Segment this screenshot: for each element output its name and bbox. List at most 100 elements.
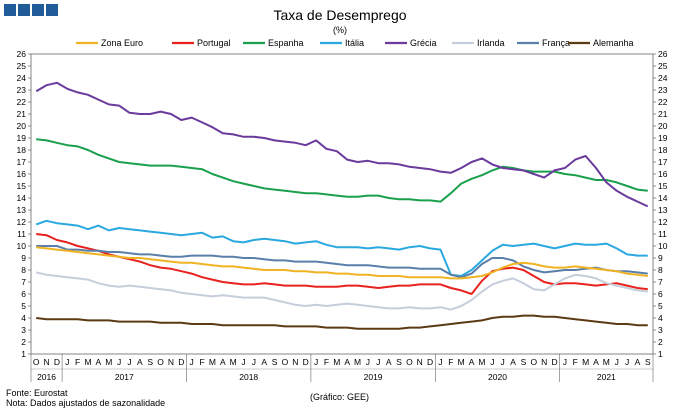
x-month-label: A <box>220 357 226 367</box>
series-line-alemanha <box>36 314 648 330</box>
x-month-label: O <box>530 357 537 367</box>
legend-label: Irlanda <box>477 38 505 48</box>
x-month-label: F <box>448 357 453 367</box>
x-month-label: O <box>33 357 40 367</box>
footer-note: Nota: Dados ajustados de sazonalidade <box>6 398 166 408</box>
x-year-label: 2019 <box>364 372 383 382</box>
x-month-label: M <box>105 357 112 367</box>
x-month-label: O <box>282 357 289 367</box>
footer-source: Fonte: Eurostat <box>6 388 68 398</box>
x-month-label: J <box>190 357 194 367</box>
series-line-italia <box>35 219 648 277</box>
x-month-label: A <box>137 357 143 367</box>
y-tick-label: 16 <box>658 169 668 179</box>
x-month-label: J <box>625 357 629 367</box>
y-tick-label: 25 <box>658 61 668 71</box>
chart-unit: (%) <box>333 25 347 35</box>
x-month-label: M <box>603 357 610 367</box>
y-tick-label: 23 <box>17 85 27 95</box>
series-line-franca <box>36 245 648 279</box>
series-line-espanha <box>36 138 648 203</box>
x-year-label: 2017 <box>115 372 134 382</box>
y-tick-label: 2 <box>658 337 663 347</box>
series-line-irlanda <box>35 271 648 311</box>
y-tick-label: 21 <box>658 109 668 119</box>
x-month-label: D <box>551 357 557 367</box>
x-month-label: A <box>96 357 102 367</box>
x-month-label: N <box>541 357 547 367</box>
x-month-label: J <box>65 357 69 367</box>
x-month-label: J <box>127 357 131 367</box>
x-month-label: D <box>54 357 60 367</box>
x-month-label: J <box>366 357 370 367</box>
x-month-label: S <box>147 357 153 367</box>
y-tick-label: 7 <box>21 277 26 287</box>
x-month-label: J <box>438 357 442 367</box>
y-tick-label: 6 <box>21 289 26 299</box>
x-month-label: M <box>84 357 91 367</box>
y-tick-label: 3 <box>21 325 26 335</box>
legend-label: Zona Euro <box>101 38 143 48</box>
x-month-label: D <box>178 357 184 367</box>
y-tick-label: 4 <box>21 313 26 323</box>
legend-label: Itália <box>345 38 364 48</box>
y-tick-label: 9 <box>658 253 663 263</box>
legend-label: Portugal <box>197 38 231 48</box>
x-month-label: J <box>501 357 505 367</box>
x-month-label: M <box>582 357 589 367</box>
y-tick-label: 22 <box>658 97 668 107</box>
x-month-label: N <box>292 357 298 367</box>
x-month-label: D <box>303 357 309 367</box>
x-month-label: J <box>376 357 380 367</box>
x-year-label: 2020 <box>488 372 507 382</box>
y-tick-label: 26 <box>17 49 27 59</box>
plot-area <box>30 53 654 355</box>
y-tick-label: 13 <box>658 205 668 215</box>
logo-square <box>32 4 44 16</box>
x-month-label: F <box>324 357 329 367</box>
x-month-label: J <box>241 357 245 367</box>
x-month-label: M <box>209 357 216 367</box>
x-month-label: M <box>230 357 237 367</box>
legend-label: Alemanha <box>593 38 634 48</box>
chart-title: Taxa de Desemprego <box>273 7 406 23</box>
series-line-grecia <box>35 81 649 208</box>
legend-label: Grécia <box>410 38 437 48</box>
y-tick-label: 12 <box>17 217 27 227</box>
y-tick-label: 15 <box>658 181 668 191</box>
gee-logo <box>4 4 58 16</box>
y-tick-label: 15 <box>17 181 27 191</box>
x-month-label: S <box>272 357 278 367</box>
x-month-label: J <box>490 357 494 367</box>
logo-square <box>46 4 58 16</box>
y-tick-label: 4 <box>658 313 663 323</box>
x-month-label: N <box>168 357 174 367</box>
x-year-label: 2016 <box>37 372 56 382</box>
x-month-label: A <box>635 357 641 367</box>
y-tick-label: 6 <box>658 289 663 299</box>
logo-square <box>18 4 30 16</box>
y-tick-label: 10 <box>17 241 27 251</box>
y-tick-label: 14 <box>658 193 668 203</box>
y-tick-label: 20 <box>658 121 668 131</box>
footer-credit: (Gráfico: GEE) <box>310 392 370 402</box>
y-tick-label: 14 <box>17 193 27 203</box>
x-month-label: N <box>417 357 423 367</box>
y-tick-label: 26 <box>658 49 668 59</box>
y-tick-label: 18 <box>658 145 668 155</box>
y-tick-label: 17 <box>658 157 668 167</box>
x-month-label: F <box>573 357 578 367</box>
series-layer <box>35 81 649 330</box>
x-month-label: M <box>458 357 465 367</box>
x-year-label: 2018 <box>239 372 258 382</box>
y-tick-label: 2 <box>21 337 26 347</box>
legend: Zona Euro Portugal Espanha Itália Grécia Irla… <box>76 38 634 48</box>
x-month-label: J <box>615 357 619 367</box>
x-month-label: A <box>593 357 599 367</box>
x-month-label: S <box>645 357 651 367</box>
x-month-label: J <box>563 357 567 367</box>
x-month-label: S <box>396 357 402 367</box>
x-month-label: A <box>261 357 267 367</box>
